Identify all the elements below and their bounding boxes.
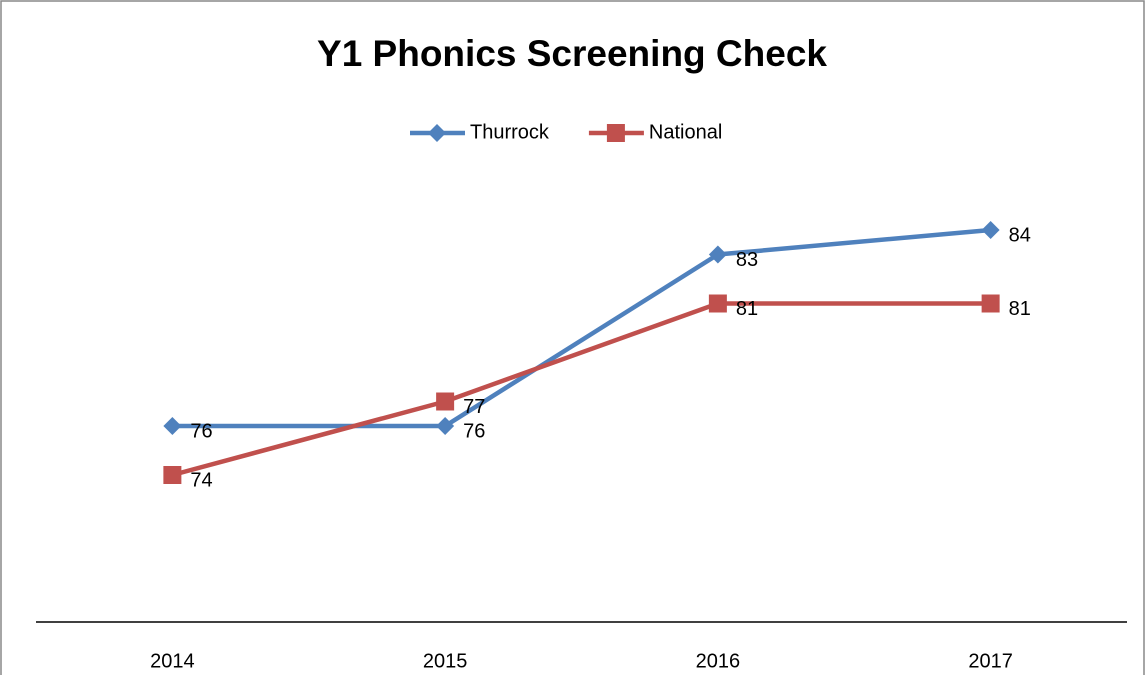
data-label: 74 — [190, 469, 212, 491]
x-tick-label: 2015 — [423, 650, 468, 672]
legend-label: National — [649, 121, 722, 143]
series-line — [171, 301, 991, 478]
data-label: 81 — [1009, 298, 1031, 320]
marker — [981, 294, 1000, 313]
x-tick-label: 2014 — [150, 650, 195, 672]
data-label: 77 — [463, 396, 485, 418]
marker — [708, 245, 727, 264]
marker — [428, 124, 446, 142]
series-line — [172, 227, 991, 429]
marker — [708, 294, 727, 313]
data-label: 84 — [1009, 224, 1031, 246]
marker — [606, 124, 625, 142]
x-tick-label: 2016 — [696, 650, 741, 672]
marker — [981, 221, 1000, 239]
chart-title: Y1 Phonics Screening Check — [317, 33, 827, 74]
data-label: 76 — [463, 420, 485, 442]
marker — [436, 417, 455, 435]
data-label: 83 — [736, 249, 758, 271]
legend-label: Thurrock — [470, 121, 550, 143]
marker — [436, 392, 455, 411]
marker — [163, 417, 182, 435]
data-label: 81 — [736, 298, 758, 320]
x-tick-label: 2017 — [968, 650, 1013, 672]
marker — [163, 466, 182, 484]
data-label: 76 — [190, 420, 212, 442]
